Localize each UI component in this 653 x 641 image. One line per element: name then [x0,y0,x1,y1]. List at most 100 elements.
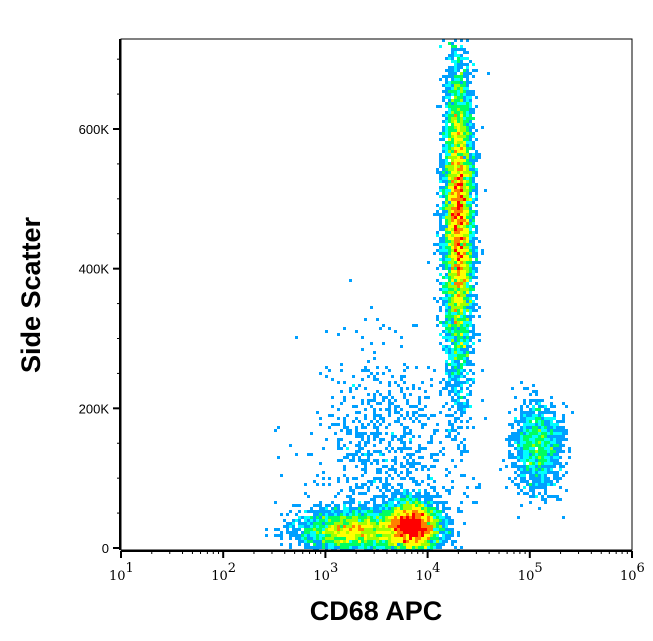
density-cell [361,399,364,402]
density-cell [505,465,508,468]
density-cell [553,417,556,420]
density-cell [448,111,451,114]
density-cell [529,399,532,402]
density-cell [529,465,532,468]
density-cell [388,507,391,510]
density-cell [460,150,463,153]
density-cell [421,423,424,426]
density-cell [547,441,550,444]
density-cell [472,219,475,222]
density-cell [394,525,397,528]
density-cell [466,171,469,174]
density-cell [460,354,463,357]
density-cell [340,528,343,531]
density-cell [412,501,415,504]
density-cell [463,57,466,60]
density-cell [409,522,412,525]
density-cell [415,483,418,486]
density-cell [430,435,433,438]
density-cell [463,108,466,111]
density-cell [400,483,403,486]
density-cell [451,132,454,135]
density-cell [460,261,463,264]
density-cell [418,435,421,438]
density-cell [547,417,550,420]
density-cell [457,75,460,78]
density-cell [469,228,472,231]
density-cell [397,540,400,543]
density-cell [466,144,469,147]
density-cell [388,444,391,447]
density-cell [469,291,472,294]
density-cell [517,447,520,450]
density-cell [346,429,349,432]
density-cell [397,498,400,501]
density-cell [394,534,397,537]
density-cell [553,438,556,441]
density-cell [457,207,460,210]
density-cell [367,543,370,546]
density-cell [454,222,457,225]
density-cell [463,300,466,303]
density-cell [457,510,460,513]
density-cell [388,531,391,534]
density-cell [469,363,472,366]
density-cell [517,468,520,471]
density-cell [457,282,460,285]
density-cell [466,258,469,261]
density-cell [394,528,397,531]
density-cell [472,189,475,192]
density-cell [373,426,376,429]
density-cell [520,474,523,477]
density-cell [316,474,319,477]
density-cell [469,180,472,183]
density-cell [469,297,472,300]
density-cell [358,507,361,510]
density-cell [436,507,439,510]
density-cell [529,411,532,414]
density-cell [421,540,424,543]
density-cell [379,507,382,510]
density-cell [520,468,523,471]
density-cell [469,195,472,198]
density-cell [337,546,340,549]
density-cell [322,537,325,540]
density-cell [445,258,448,261]
density-cell [352,459,355,462]
density-cell [403,501,406,504]
density-cell [454,150,457,153]
density-cell [382,504,385,507]
density-cell [535,420,538,423]
density-cell [352,405,355,408]
density-cell [454,207,457,210]
density-cell [472,210,475,213]
density-cell [463,48,466,51]
density-cell [463,267,466,270]
density-cell [391,543,394,546]
density-cell [523,420,526,423]
density-cell [451,414,454,417]
density-cell [454,429,457,432]
density-cell [523,411,526,414]
density-cell [538,444,541,447]
density-cell [454,324,457,327]
density-cell [463,447,466,450]
density-cell [445,225,448,228]
density-cell [376,390,379,393]
density-cell [532,411,535,414]
density-cell [472,90,475,93]
density-cell [415,492,418,495]
density-cell [469,138,472,141]
density-cell [469,105,472,108]
density-cell [373,510,376,513]
density-cell [457,108,460,111]
density-cell [514,435,517,438]
density-cell [430,531,433,534]
density-cell [433,495,436,498]
density-cell [430,525,433,528]
density-cell [514,456,517,459]
density-cell [463,126,466,129]
density-cell [445,195,448,198]
density-cell [424,423,427,426]
density-cell [460,180,463,183]
